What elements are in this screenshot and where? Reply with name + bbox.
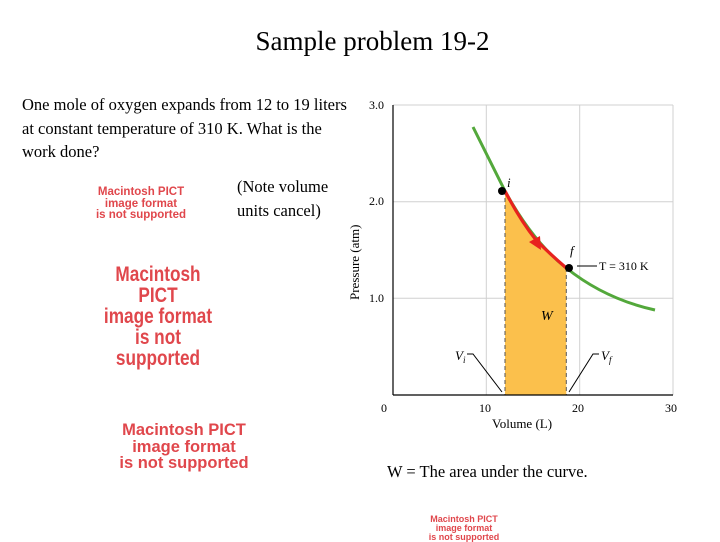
pict-line3: is not supported (428, 532, 500, 542)
work-area (505, 191, 567, 395)
pict-placeholder-1: Macintosh PICT image format is not suppo… (66, 186, 216, 222)
units-note-line2: units cancel) (237, 201, 321, 220)
process-path (503, 190, 538, 241)
pict-line3: is not supported (115, 326, 201, 370)
pict-line1: Macintosh PICT (115, 263, 201, 307)
pict-placeholder-2: Macintosh PICT image format is not suppo… (96, 264, 221, 369)
x-tick-0: 0 (381, 401, 387, 415)
y-tick-3: 3.0 (369, 98, 384, 112)
x-tick-20: 20 (572, 401, 584, 415)
y-tick-2: 2.0 (369, 194, 384, 208)
pict-line1: Macintosh PICT (122, 421, 246, 439)
pict-line3: is not supported (119, 454, 249, 472)
state-point-f (565, 264, 573, 272)
slide-title: Sample problem 19-2 (255, 26, 490, 56)
x-tick-30: 30 (665, 401, 677, 415)
label-work: W (541, 309, 554, 324)
label-vi: Vi (455, 348, 466, 365)
vf-leader (568, 353, 599, 393)
pict-line2: image format (103, 305, 213, 328)
x-axis-label: Volume (L) (492, 416, 552, 431)
pict-line2: image format (435, 523, 493, 533)
units-note: (Note volume units cancel) (237, 175, 328, 223)
label-vf: Vf (601, 348, 613, 365)
problem-statement: One mole of oxygen expands from 12 to 19… (22, 95, 347, 161)
pict-line1: Macintosh PICT (430, 514, 498, 524)
pict-line2: image format (132, 437, 236, 456)
x-tick-10: 10 (479, 401, 491, 415)
label-temperature: T = 310 K (599, 259, 649, 273)
y-axis-label: Pressure (atm) (347, 225, 362, 300)
pv-diagram: 3.0 2.0 1.0 0 10 20 30 Pressure (atm) Vo… (347, 98, 677, 431)
pict-placeholder-4: Macintosh PICT image format is not suppo… (394, 515, 534, 542)
label-f: f (570, 243, 576, 258)
pict-line3: is not supported (95, 209, 187, 221)
pict-line1: Macintosh PICT (97, 186, 185, 198)
pict-line2: image format (104, 197, 178, 210)
direction-arrow-icon (529, 236, 541, 250)
y-tick-1: 1.0 (369, 291, 384, 305)
label-i: i (507, 175, 511, 190)
vi-leader (467, 353, 503, 393)
pict-placeholder-3: Macintosh PICT image format is not suppo… (70, 422, 298, 472)
units-note-line1: (Note volume (237, 177, 329, 196)
answer-text: W = The area under the curve. (387, 462, 588, 481)
state-point-i (498, 187, 506, 195)
